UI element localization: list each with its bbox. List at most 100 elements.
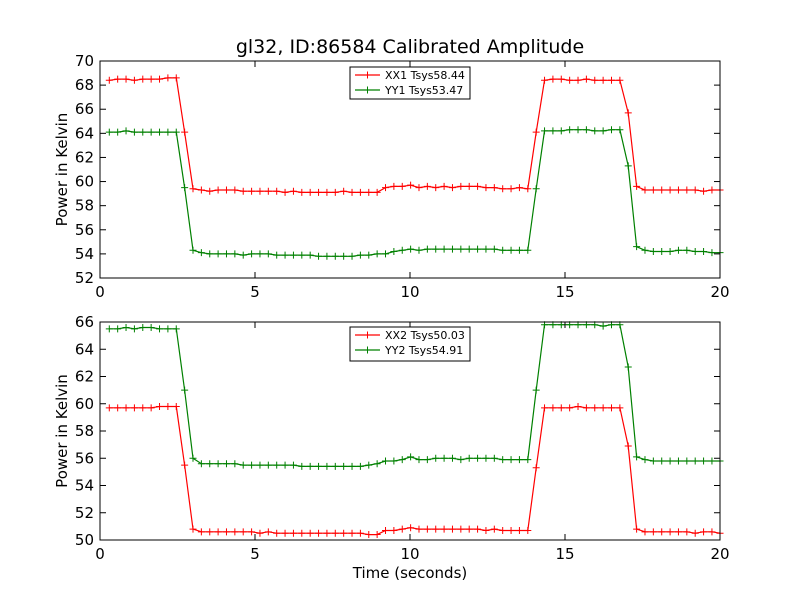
data-point <box>298 251 306 259</box>
data-point <box>365 251 373 259</box>
data-point <box>407 181 415 189</box>
data-point <box>633 525 641 533</box>
data-point <box>574 126 582 134</box>
data-point <box>407 453 415 461</box>
data-point <box>566 76 574 84</box>
data-point <box>624 162 632 170</box>
data-point <box>398 182 406 190</box>
data-point <box>482 245 490 253</box>
data-point <box>122 75 130 83</box>
data-point <box>130 128 138 136</box>
data-point <box>666 247 674 255</box>
data-point <box>390 182 398 190</box>
data-point <box>264 187 272 195</box>
data-point <box>348 252 356 260</box>
data-point <box>114 325 122 333</box>
x-tick-label: 5 <box>250 283 260 301</box>
x-tick-label: 5 <box>250 545 260 563</box>
data-point <box>331 188 339 196</box>
data-point <box>474 525 482 533</box>
data-point <box>273 461 281 469</box>
data-point <box>541 76 549 84</box>
y-tick-label: 62 <box>75 368 94 386</box>
data-point <box>566 126 574 134</box>
data-point <box>390 457 398 465</box>
series-1 <box>105 402 724 539</box>
data-point <box>448 525 456 533</box>
data-point <box>114 404 122 412</box>
data-point <box>649 186 657 194</box>
data-point <box>524 456 532 464</box>
data-point <box>515 526 523 534</box>
data-point <box>248 528 256 536</box>
data-point <box>474 182 482 190</box>
data-point <box>524 246 532 254</box>
data-point <box>231 460 239 468</box>
data-point <box>608 76 615 84</box>
data-point <box>122 323 130 331</box>
data-point <box>323 462 331 470</box>
data-point <box>315 529 323 537</box>
data-point <box>365 461 373 469</box>
x-tick-label: 10 <box>400 545 419 563</box>
data-point <box>465 525 473 533</box>
data-point <box>398 456 406 464</box>
legend-marker <box>364 71 371 79</box>
data-point <box>239 251 247 259</box>
top-chart-panel: 0 5 10 15 20 52 54 56 58 60 62 64 66 68 70 Power in Kel… <box>53 52 730 301</box>
data-point <box>222 250 230 258</box>
data-point <box>641 186 649 194</box>
data-point <box>708 186 716 194</box>
y-tick-label: 60 <box>75 173 94 191</box>
data-point <box>264 528 272 536</box>
y-tick-label: 56 <box>75 221 94 239</box>
legend-box <box>349 66 471 100</box>
data-point <box>365 531 373 539</box>
data-point <box>474 245 482 253</box>
data-point <box>306 188 314 196</box>
data-point <box>172 128 180 136</box>
data-point <box>683 457 691 465</box>
data-point <box>248 187 256 195</box>
data-point <box>156 75 164 83</box>
data-point <box>691 247 699 255</box>
data-point <box>214 460 222 468</box>
data-point <box>222 460 230 468</box>
data-point <box>658 457 666 465</box>
data-point <box>432 454 440 462</box>
data-point <box>507 246 515 254</box>
y-tick-label: 50 <box>75 531 94 549</box>
data-point <box>306 462 314 470</box>
data-point <box>649 457 657 465</box>
data-point <box>373 250 381 258</box>
data-point <box>105 76 113 84</box>
data-point <box>398 246 406 254</box>
data-point <box>616 126 624 134</box>
data-point <box>197 249 205 257</box>
data-point <box>315 462 323 470</box>
y-tick-label: 64 <box>75 340 94 358</box>
data-point <box>440 525 448 533</box>
data-point <box>382 526 390 534</box>
x-tick-label: 15 <box>555 283 574 301</box>
y-tick-label: 68 <box>75 76 94 94</box>
data-point <box>206 250 214 258</box>
data-point <box>532 128 540 136</box>
data-point <box>524 185 532 193</box>
x-tick-label: 0 <box>95 545 105 563</box>
legend-marker <box>364 346 371 354</box>
data-point <box>448 454 456 462</box>
data-point <box>457 456 465 464</box>
data-point <box>423 525 431 533</box>
data-point <box>390 247 398 255</box>
y-tick-label: 64 <box>75 124 94 142</box>
data-point <box>164 325 172 333</box>
data-point <box>289 529 297 537</box>
data-point <box>231 186 239 194</box>
data-point <box>398 525 406 533</box>
data-point <box>298 462 306 470</box>
data-point <box>490 525 498 533</box>
data-point <box>641 528 649 536</box>
y-tick-label: 58 <box>75 197 94 215</box>
data-point <box>306 251 314 259</box>
